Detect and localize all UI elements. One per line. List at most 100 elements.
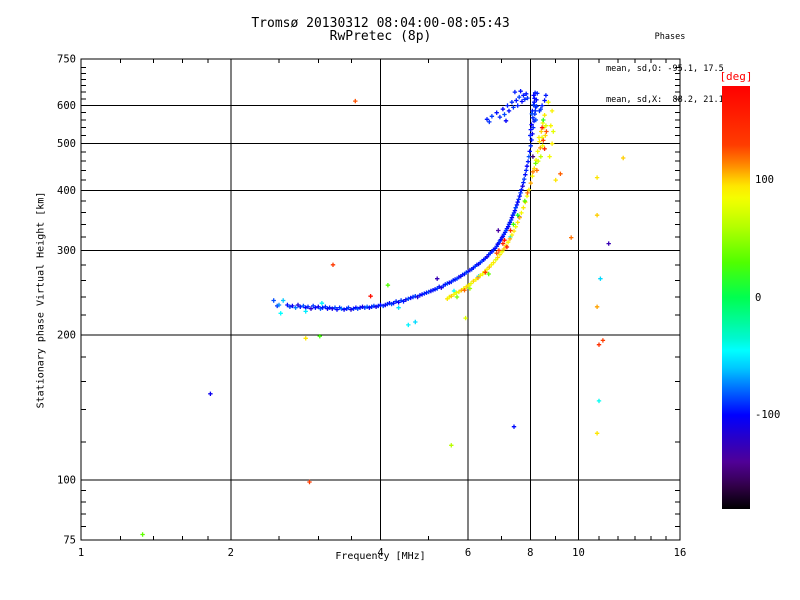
data-point-marker xyxy=(515,220,520,225)
data-point-marker xyxy=(538,154,543,159)
data-point-marker xyxy=(521,180,526,185)
data-point-marker xyxy=(494,110,499,115)
data-point-marker xyxy=(505,240,511,245)
data-point-marker xyxy=(522,97,527,102)
data-point-marker xyxy=(535,149,540,154)
data-point-marker xyxy=(544,129,549,134)
data-point-marker xyxy=(529,111,535,116)
data-point-marker xyxy=(521,93,526,98)
data-point-marker xyxy=(515,103,520,108)
data-point-marker xyxy=(487,264,492,270)
data-point-marker xyxy=(327,305,332,310)
data-point-marker xyxy=(303,336,308,341)
data-point-marker xyxy=(501,246,507,252)
x-tick-label: 6 xyxy=(465,547,471,559)
data-point-marker xyxy=(519,210,524,216)
data-point-marker xyxy=(534,104,539,109)
data-point-marker xyxy=(293,305,298,310)
data-point-marker xyxy=(503,118,509,123)
data-point-marker xyxy=(351,306,356,311)
data-point-marker xyxy=(462,288,467,293)
data-point-marker xyxy=(539,125,545,130)
data-point-marker xyxy=(542,113,547,118)
data-point-marker xyxy=(523,172,528,177)
data-point-marker xyxy=(531,102,536,108)
data-point-marker xyxy=(320,305,325,310)
data-point-marker xyxy=(408,295,413,301)
data-point-marker xyxy=(317,334,322,339)
data-point-marker xyxy=(542,98,547,103)
data-point-marker xyxy=(360,304,365,309)
data-point-marker xyxy=(536,135,542,140)
data-point-marker xyxy=(537,108,542,114)
data-point-marker xyxy=(594,431,600,436)
data-point-marker xyxy=(526,154,532,159)
data-point-marker xyxy=(546,100,551,105)
data-point-marker xyxy=(307,479,312,485)
data-point-marker xyxy=(348,307,354,312)
data-point-marker xyxy=(539,103,545,108)
y-tick-label: 300 xyxy=(57,245,76,257)
data-point-marker xyxy=(517,215,522,220)
data-point-marker xyxy=(514,202,520,208)
data-point-marker xyxy=(510,213,515,218)
data-point-marker xyxy=(454,294,460,300)
data-point-marker xyxy=(406,322,411,328)
data-point-marker xyxy=(396,300,401,305)
data-point-marker xyxy=(468,281,474,286)
data-point-marker xyxy=(353,98,358,104)
data-point-marker xyxy=(393,299,399,304)
data-point-marker xyxy=(378,302,383,308)
data-point-marker xyxy=(504,244,510,250)
data-point-marker xyxy=(278,311,283,316)
data-point-marker xyxy=(281,298,286,303)
data-point-marker xyxy=(140,532,145,537)
data-point-marker xyxy=(496,228,501,233)
data-point-marker xyxy=(401,299,406,304)
data-point-marker xyxy=(487,119,492,125)
data-point-marker xyxy=(528,180,533,186)
data-point-marker xyxy=(540,143,545,148)
data-point-marker xyxy=(403,297,409,302)
data-point-marker xyxy=(527,149,532,154)
data-point-marker xyxy=(537,139,542,144)
data-point-marker xyxy=(308,306,314,311)
data-point-marker xyxy=(506,108,512,114)
data-point-marker xyxy=(512,208,518,213)
data-point-marker xyxy=(542,146,547,151)
data-point-marker xyxy=(303,305,308,310)
data-point-marker xyxy=(451,292,457,297)
data-point-marker xyxy=(301,303,306,309)
colorbar-unit-label: [deg] xyxy=(719,70,753,83)
data-point-marker xyxy=(525,159,531,164)
phases-heading: Phases xyxy=(654,32,686,42)
data-point-marker xyxy=(530,115,536,120)
data-point-marker xyxy=(483,270,488,275)
data-point-marker xyxy=(543,93,549,98)
data-point-marker xyxy=(355,306,360,311)
data-point-marker xyxy=(413,294,418,299)
data-point-marker xyxy=(529,137,534,143)
data-point-marker xyxy=(319,301,325,306)
data-point-marker xyxy=(513,224,518,229)
data-point-marker xyxy=(478,273,483,278)
data-point-marker xyxy=(508,228,513,233)
data-point-marker xyxy=(415,294,420,300)
data-point-marker xyxy=(505,224,511,229)
data-point-marker xyxy=(491,260,496,265)
data-point-marker xyxy=(536,158,541,164)
y-tick-label: 750 xyxy=(57,54,76,66)
data-point-marker xyxy=(489,114,495,119)
data-point-marker xyxy=(541,138,546,143)
data-point-marker xyxy=(456,289,462,295)
data-point-marker xyxy=(507,220,513,225)
data-point-marker xyxy=(385,283,391,288)
data-point-marker xyxy=(519,187,524,192)
data-point-marker xyxy=(484,267,490,272)
data-point-marker xyxy=(549,141,555,146)
data-point-marker xyxy=(621,155,626,161)
data-point-marker xyxy=(410,294,416,300)
data-point-marker xyxy=(531,125,536,130)
data-point-marker xyxy=(391,301,396,306)
x-tick-label: 2 xyxy=(228,547,234,559)
